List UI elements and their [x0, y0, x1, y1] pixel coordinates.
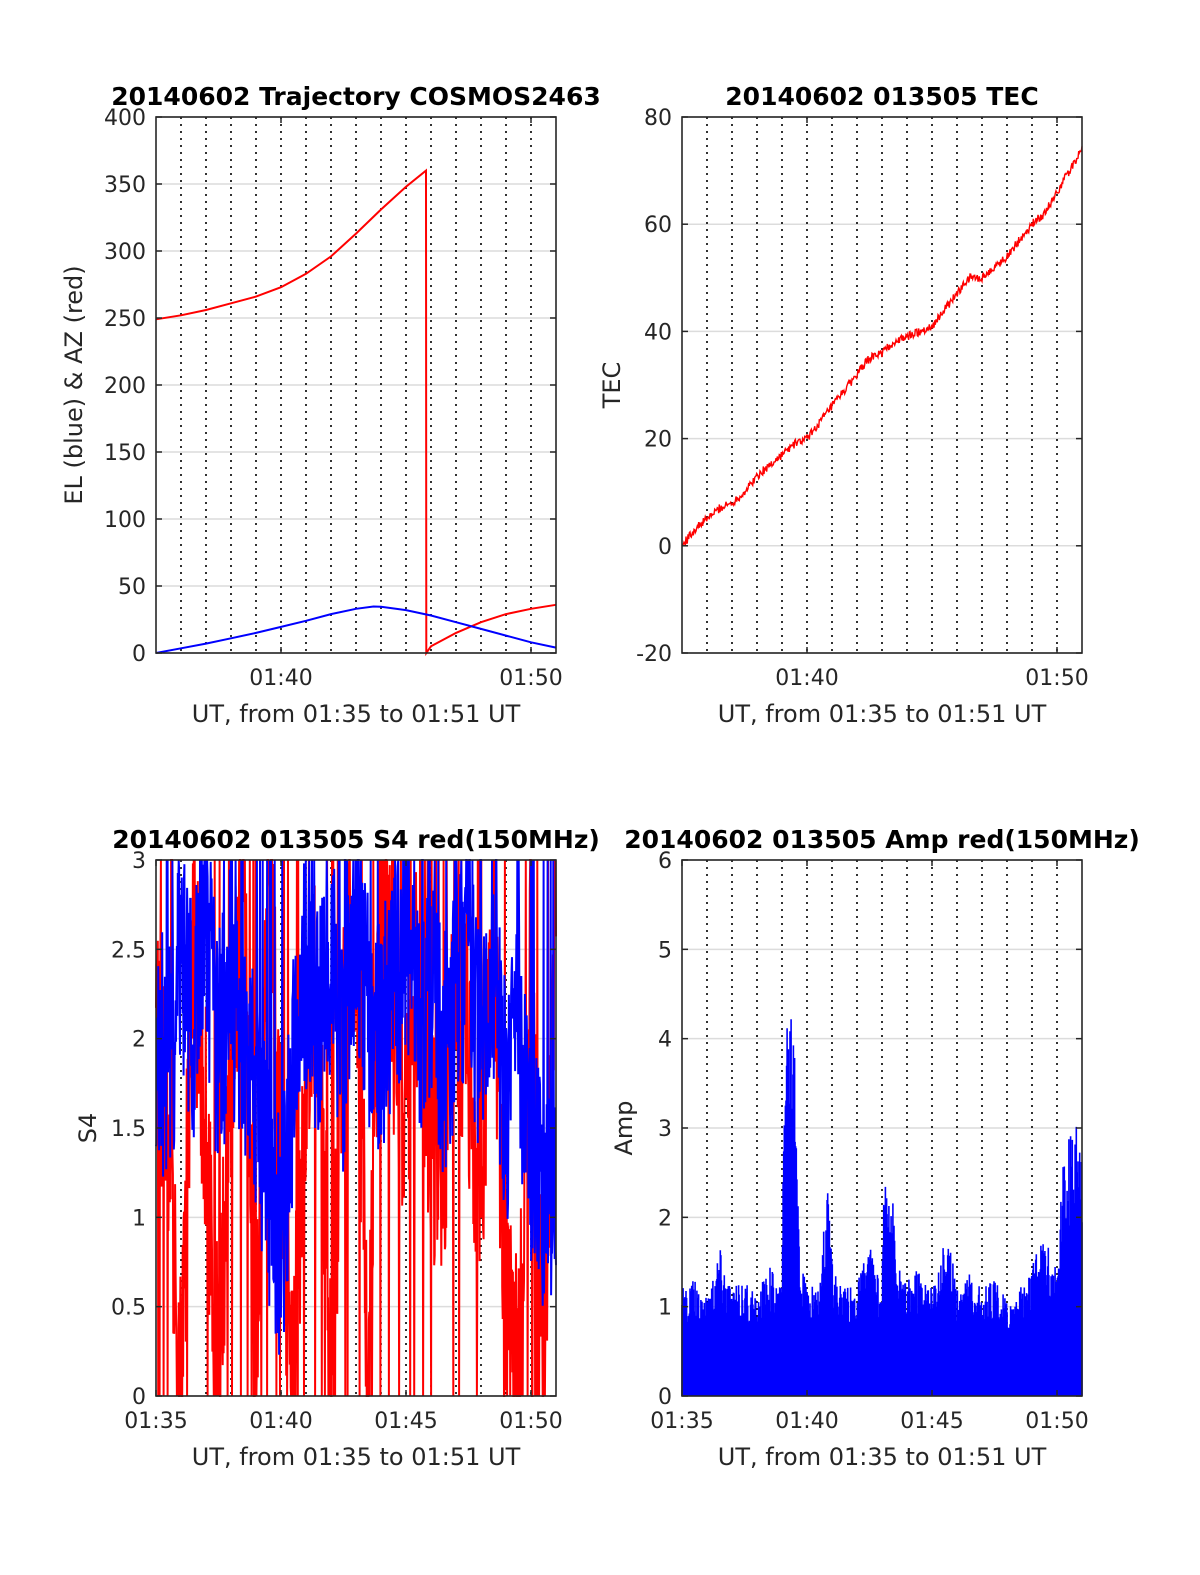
chart-title: 20140602 013505 Amp red(150MHz)	[624, 825, 1140, 854]
x-tick-label: 01:40	[249, 1409, 312, 1434]
y-axis-label: Amp	[610, 1100, 638, 1155]
x-tick-label: 01:35	[124, 1409, 187, 1434]
axes-box	[681, 116, 1083, 654]
y-tick-label: 2	[658, 1206, 672, 1231]
axes: 0 50 100 150 200 250 300 350 400 01:40 01:50	[104, 106, 563, 691]
x-tick-label: 01:40	[775, 666, 838, 691]
series-blue-line	[155, 605, 557, 654]
x-axis-label: UT, from 01:35 to 01:51 UT	[192, 1443, 521, 1471]
y-tick-label: 6	[658, 849, 672, 874]
y-tick-label: 1	[132, 1206, 146, 1231]
y-tick-label: 20	[644, 428, 672, 453]
y-tick-label: 2.5	[111, 938, 146, 963]
plot-area	[681, 146, 1083, 547]
y-axis-label: EL (blue) & AZ (red)	[60, 265, 88, 504]
x-axis-label: UT, from 01:35 to 01:51 UT	[718, 700, 1047, 728]
y-tick-label: 50	[118, 575, 146, 600]
y-tick-label: 4	[658, 1028, 672, 1053]
y-tick-label: 250	[104, 307, 146, 332]
axes: 0 1 2 3 4 5 6 01:35 01:40 01:45 01:50	[650, 849, 1088, 1434]
x-tick-label: 01:40	[775, 1409, 838, 1434]
y-tick-label: 300	[104, 240, 146, 265]
y-tick-label: 3	[658, 1117, 672, 1142]
y-tick-label: 0	[658, 535, 672, 560]
chart-title: 20140602 Trajectory COSMOS2463	[111, 82, 601, 111]
s4-chart: 20140602 013505 S4 red(150MHz) 0 0.5 1 1.5 2…	[74, 825, 600, 1471]
amp-chart: 20140602 013505 Amp red(150MHz) 01234560…	[610, 825, 1140, 1471]
chart-title: 20140602 013505 TEC	[725, 82, 1038, 111]
y-tick-label: 2	[132, 1028, 146, 1053]
y-tick-label: 3	[132, 849, 146, 874]
y-tick-label: 150	[104, 441, 146, 466]
tec-chart: 20140602 013505 TEC -20 0 20 40 60 80 01:40 01:…	[598, 82, 1089, 728]
trajectory-chart: 20140602 Trajectory COSMOS2463 0 50 100 150…	[60, 82, 601, 728]
y-tick-label: 200	[104, 374, 146, 399]
grid	[682, 116, 1082, 654]
x-tick-label: 01:50	[499, 666, 562, 691]
y-tick-label: 400	[104, 106, 146, 131]
axes: 0 0.5 1 1.5 2 2.5 3 01:35 01:40 01:45 01:50	[111, 849, 563, 1434]
x-tick-label: 01:45	[900, 1409, 963, 1434]
y-tick-label: 100	[104, 508, 146, 533]
grid	[156, 116, 556, 654]
x-tick-label: 01:50	[1025, 666, 1088, 691]
y-tick-label: 80	[644, 106, 672, 131]
x-axis-label: UT, from 01:35 to 01:51 UT	[192, 700, 521, 728]
y-tick-label: 0	[132, 1385, 146, 1410]
y-tick-label: 350	[104, 173, 146, 198]
y-axis-label: S4	[74, 1113, 102, 1144]
y-tick-label: 1	[658, 1296, 672, 1321]
x-tick-label: 01:50	[499, 1409, 562, 1434]
x-tick-label: 01:40	[249, 666, 312, 691]
series-red-line	[155, 168, 557, 657]
series-red-line	[681, 146, 1083, 547]
plot-area	[155, 168, 557, 657]
y-tick-label: 1.5	[111, 1117, 146, 1142]
series-blue-line	[155, 859, 557, 1355]
axes: -20 0 20 40 60 80 01:40 01:50	[636, 106, 1089, 691]
y-tick-label: 0	[132, 642, 146, 667]
y-tick-label: -20	[636, 642, 672, 667]
y-tick-label: 5	[658, 938, 672, 963]
y-tick-label: 0.5	[111, 1296, 146, 1321]
x-tick-label: 01:35	[650, 1409, 713, 1434]
chart-title: 20140602 013505 S4 red(150MHz)	[112, 825, 600, 854]
y-tick-label: 60	[644, 213, 672, 238]
y-axis-label: TEC	[598, 362, 626, 410]
y-tick-label: 40	[644, 320, 672, 345]
x-tick-label: 01:45	[374, 1409, 437, 1434]
x-axis-label: UT, from 01:35 to 01:51 UT	[718, 1443, 1047, 1471]
y-tick-label: 0	[658, 1385, 672, 1410]
x-tick-label: 01:50	[1025, 1409, 1088, 1434]
